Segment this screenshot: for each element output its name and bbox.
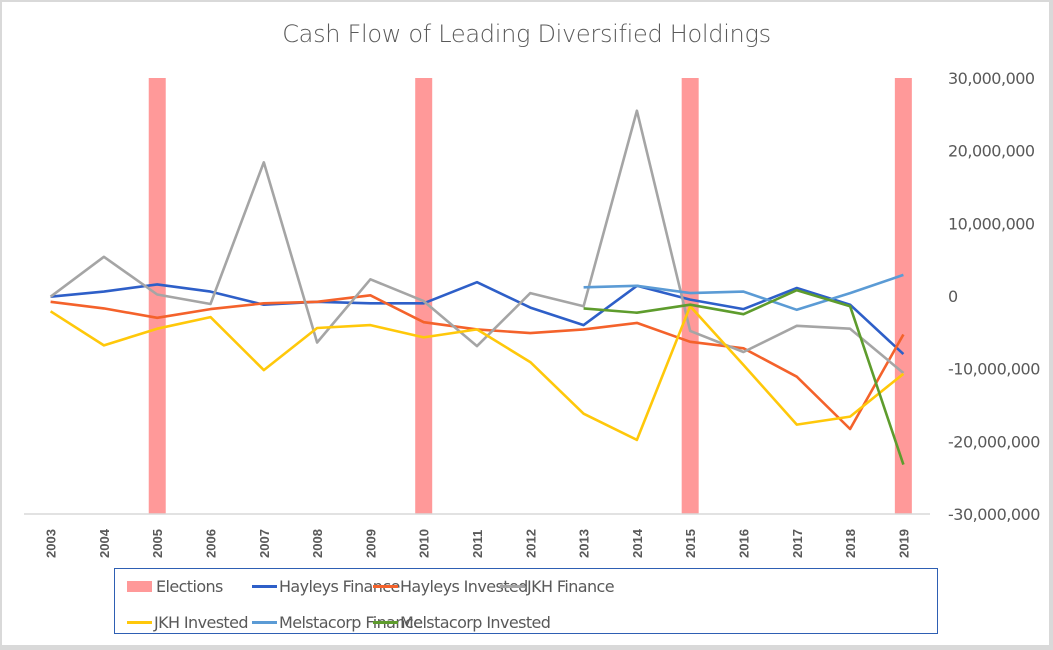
x-tick-label: 2014 bbox=[630, 528, 645, 558]
x-tick-label: 2008 bbox=[310, 529, 325, 558]
y-tick-label: 0 bbox=[948, 287, 958, 306]
chart-title: Cash Flow of Leading Diversified Holding… bbox=[282, 20, 771, 48]
legend-label: JKH Finance bbox=[527, 577, 615, 596]
legend-swatch bbox=[373, 585, 398, 588]
legend-label: Melstacorp Finance bbox=[279, 613, 423, 632]
legend-swatch bbox=[500, 585, 525, 588]
x-tick-label: 2005 bbox=[150, 529, 165, 558]
x-tick-label: 2017 bbox=[790, 529, 805, 558]
legend-item: Hayleys Invested bbox=[373, 577, 528, 596]
y-tick-label: 10,000,000 bbox=[948, 214, 1035, 233]
legend-item: Hayleys Finance bbox=[252, 577, 400, 596]
y-tick-label: 30,000,000 bbox=[948, 69, 1035, 88]
x-tick-label: 2016 bbox=[736, 529, 751, 558]
legend-swatch bbox=[252, 585, 277, 588]
x-tick-label: 2015 bbox=[683, 529, 698, 558]
x-tick-label: 2006 bbox=[204, 529, 219, 558]
election-bar-2005 bbox=[148, 78, 166, 514]
legend-label: Melstacorp Invested bbox=[400, 613, 551, 632]
y-tick-label: 20,000,000 bbox=[948, 142, 1035, 161]
x-tick-label: 2012 bbox=[523, 529, 538, 558]
legend: Elections Hayleys Finance Hayleys Invested… bbox=[114, 568, 938, 634]
x-tick-label: 2010 bbox=[417, 529, 432, 558]
x-tick-label: 2007 bbox=[257, 529, 272, 558]
legend-item: Elections bbox=[127, 577, 223, 596]
series-line-melstacorp-invested bbox=[583, 288, 905, 466]
legend-item: Melstacorp Finance bbox=[252, 613, 423, 632]
y-tick-label: -20,000,000 bbox=[948, 432, 1040, 451]
series-line-hayleys-finance bbox=[50, 280, 905, 356]
legend-label: Hayleys Finance bbox=[279, 577, 400, 596]
y-tick-label: -10,000,000 bbox=[948, 360, 1040, 379]
legend-label: Elections bbox=[156, 577, 223, 596]
legend-swatch bbox=[252, 621, 277, 624]
x-tick-label: 2019 bbox=[896, 529, 911, 558]
legend-item: JKH Finance bbox=[500, 577, 615, 596]
series-line-hayleys-invested bbox=[50, 294, 905, 431]
series-line-jkh-finance bbox=[49, 109, 905, 374]
x-tick-label: 2013 bbox=[577, 529, 592, 558]
election-bar-2015 bbox=[681, 78, 699, 514]
y-tick-label: -30,000,000 bbox=[948, 505, 1040, 524]
series-line-jkh-invested bbox=[49, 304, 905, 442]
x-tick-label: 2004 bbox=[97, 528, 112, 558]
legend-swatch bbox=[373, 621, 398, 624]
legend-item: Melstacorp Invested bbox=[373, 613, 551, 632]
x-tick-label: 2009 bbox=[363, 529, 378, 558]
legend-swatch bbox=[127, 581, 152, 592]
election-bar-2019 bbox=[894, 78, 912, 514]
legend-item: JKH Invested bbox=[127, 613, 249, 632]
legend-label: JKH Invested bbox=[154, 613, 249, 632]
series-line-melstacorp-finance bbox=[583, 273, 904, 312]
x-tick-label: 2003 bbox=[44, 529, 59, 558]
election-bar-2010 bbox=[415, 78, 433, 514]
legend-label: Hayleys Invested bbox=[400, 577, 528, 596]
x-tick-label: 2011 bbox=[470, 530, 485, 558]
x-tick-label: 2018 bbox=[843, 529, 858, 558]
legend-swatch bbox=[127, 621, 152, 624]
